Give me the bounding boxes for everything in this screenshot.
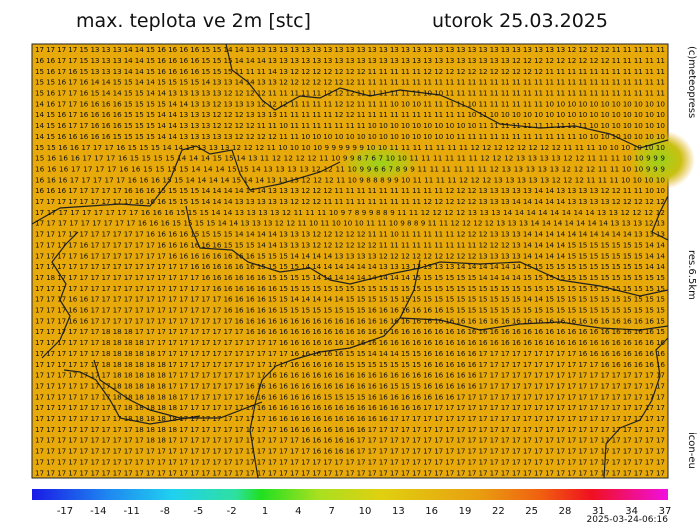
value-row: 17 17 17 17 17 17 17 17 17 17 17 17 17 1… — [35, 457, 665, 466]
value-row: 17 17 17 17 17 17 17 17 17 16 16 16 15 1… — [35, 219, 665, 228]
colorbar-label: 19 — [459, 506, 472, 517]
map-title: max. teplota ve 2m [stc] — [76, 10, 311, 32]
value-row: 15 16 16 16 17 17 17 16 15 15 15 15 14 1… — [35, 154, 665, 163]
value-row: 15 15 16 17 16 14 14 15 15 14 14 15 15 1… — [35, 78, 665, 87]
value-row: 17 17 17 17 17 17 17 17 17 17 16 16 16 1… — [35, 230, 665, 239]
value-row: 15 15 16 16 17 17 17 16 15 15 15 14 14 1… — [35, 143, 665, 152]
colorbar-label: 13 — [392, 506, 405, 517]
value-row: 17 17 17 17 17 17 17 17 17 18 18 18 18 1… — [35, 425, 665, 434]
cool-area — [335, 141, 425, 185]
value-row: 17 17 17 17 17 17 17 17 17 17 17 17 17 1… — [35, 447, 665, 456]
value-row: 16 16 16 17 17 17 17 17 16 16 16 15 15 1… — [35, 175, 665, 184]
colorbar-label: 31 — [592, 506, 605, 517]
value-row: 14 16 17 17 16 16 16 16 15 15 15 15 14 1… — [35, 99, 665, 108]
colorbar-label: 1 — [262, 506, 268, 517]
value-row: 17 17 17 17 17 17 18 18 18 18 17 17 17 1… — [35, 338, 665, 347]
model: icon-eu — [686, 432, 697, 469]
cool-area — [625, 130, 695, 190]
value-row: 17 17 17 17 17 17 18 18 18 18 18 17 17 1… — [35, 349, 665, 358]
value-row: 17 17 17 17 17 17 17 17 18 18 18 18 18 1… — [35, 414, 665, 423]
value-row: 14 15 16 17 16 16 16 16 15 15 15 14 14 1… — [35, 110, 665, 119]
value-row: 17 17 17 17 17 17 17 17 17 17 18 18 17 1… — [35, 436, 665, 445]
colorbar-label: 28 — [559, 506, 572, 517]
value-row: 17 17 17 16 16 17 17 17 17 17 17 17 17 1… — [35, 316, 665, 325]
colorbar-label: -8 — [160, 506, 170, 517]
value-row: 17 17 17 17 17 17 17 17 17 16 16 16 15 1… — [35, 208, 665, 217]
map-area — [31, 43, 669, 479]
value-row: 17 17 17 17 17 17 17 17 17 17 17 17 17 1… — [35, 284, 665, 293]
copyright: (c)meteopress — [686, 46, 697, 118]
value-row: 17 17 17 16 16 17 17 17 17 17 17 17 17 1… — [35, 306, 665, 315]
value-row: 16 16 16 17 17 17 17 16 16 15 15 15 15 1… — [35, 164, 665, 173]
resolution: res.6.5km — [686, 250, 697, 300]
value-row: 17 17 17 17 17 17 17 17 17 17 17 17 17 1… — [35, 262, 665, 271]
value-row: 14 15 16 16 16 16 16 15 15 15 15 14 14 1… — [35, 132, 665, 141]
colorbar-label: -5 — [193, 506, 203, 517]
map-date: utorok 25.03.2025 — [432, 10, 608, 32]
colorbar-label: -2 — [227, 506, 237, 517]
value-row: 17 17 17 17 17 17 17 18 18 18 18 18 17 1… — [35, 371, 665, 380]
value-row: 15 16 17 16 15 13 13 13 14 14 15 16 16 1… — [35, 67, 665, 76]
colorbar-label: -14 — [90, 506, 106, 517]
value-row: 17 17 17 17 17 17 17 17 17 16 16 16 15 1… — [35, 197, 665, 206]
value-row: 17 17 17 17 16 17 17 17 17 17 17 17 16 1… — [35, 251, 665, 260]
colorbar-labels: -17 -14 -11 -8 -5 -2 1 4 7 10 13 16 19 22 25 28 31 34 37 — [57, 506, 672, 517]
colorbar-label: 34 — [625, 506, 638, 517]
colorbar-label: 37 — [659, 506, 672, 517]
value-row: 17 17 17 17 16 17 17 17 17 17 17 16 16 1… — [35, 240, 665, 249]
colorbar-label: 10 — [359, 506, 372, 517]
value-row: 17 18 17 17 17 17 17 17 17 17 17 17 17 1… — [35, 273, 665, 282]
value-row: 17 17 17 17 17 17 17 18 18 18 18 18 18 1… — [35, 392, 665, 401]
value-row: 17 17 17 17 17 17 18 18 18 18 18 18 17 1… — [35, 360, 665, 369]
value-row: 17 17 17 17 17 17 17 17 18 18 18 18 18 1… — [35, 403, 665, 412]
colorbar-label: 4 — [295, 506, 301, 517]
colorbar-label: 7 — [328, 506, 334, 517]
value-row: 17 17 17 17 15 13 13 13 14 14 15 16 16 1… — [35, 45, 665, 54]
value-row: 14 15 16 17 17 16 16 16 15 15 15 14 14 1… — [35, 121, 665, 130]
colorbar-label: 16 — [425, 506, 438, 517]
value-row: 16 16 17 17 15 13 13 13 14 14 15 16 16 1… — [35, 56, 665, 65]
timestamp: 2025-03-24-06:16 — [587, 515, 669, 525]
value-row: 17 17 17 17 17 17 17 18 18 18 18 18 17 1… — [35, 381, 665, 390]
colorbar-label: 25 — [525, 506, 538, 517]
value-row: 16 16 16 17 17 17 17 17 16 16 16 15 15 1… — [35, 186, 665, 195]
borders — [31, 43, 669, 479]
colorbar-label: -11 — [123, 506, 139, 517]
colorbar — [32, 489, 668, 500]
value-row: 17 17 17 16 16 17 17 17 17 17 17 17 17 1… — [35, 295, 665, 304]
colorbar-label: 22 — [492, 506, 505, 517]
colorbar-label: -17 — [57, 506, 73, 517]
value-row: 15 16 17 17 16 15 14 14 15 15 14 14 13 1… — [35, 89, 665, 98]
value-row: 17 17 17 17 17 17 17 17 17 17 17 17 17 1… — [35, 468, 665, 477]
value-grid: 17 17 17 17 15 13 13 13 14 14 15 16 16 1… — [35, 45, 665, 477]
value-row: 17 17 17 17 17 17 18 18 18 17 17 17 17 1… — [35, 327, 665, 336]
